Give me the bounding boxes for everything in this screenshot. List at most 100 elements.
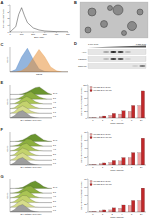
ridge-label: 0 h: [53, 115, 57, 117]
band: [96, 58, 102, 60]
y-tick-label: 1: [8, 24, 10, 26]
bar: [138, 200, 141, 212]
panel-letter: C: [1, 42, 4, 47]
x-tick-label: 4: [121, 166, 123, 168]
y-tick: [9, 5, 11, 6]
bar: [141, 91, 144, 118]
ridge-label: 0 h: [53, 209, 57, 211]
x-tick-label: 8: [131, 166, 133, 168]
y-axis-title: Count: [6, 98, 8, 104]
y-axis: [88, 132, 89, 165]
y-axis-title: Count: [6, 192, 8, 198]
blot-strip: [88, 64, 146, 69]
ridge-label: 4 h: [53, 101, 57, 103]
bar: [128, 205, 131, 212]
y-tick-label: 0: [86, 117, 88, 119]
y-tick: [87, 195, 89, 196]
y-tick: [87, 203, 89, 204]
y-axis: [10, 47, 11, 72]
y-tick: [87, 118, 89, 119]
y-tick: [87, 148, 89, 149]
vesicle: [88, 8, 96, 16]
band: [118, 58, 124, 60]
vesicle: [108, 6, 113, 11]
band: [132, 51, 138, 53]
y-axis-title: Count: [6, 145, 8, 151]
y-tick-label: 2: [8, 17, 10, 19]
y-tick-label: 60: [84, 97, 87, 99]
ridge-label: 2 h: [53, 153, 57, 155]
ridge: [10, 148, 52, 156]
plot-marks: [89, 91, 144, 118]
density-label: 1.069 g/ml: [88, 43, 99, 45]
x-tick-label: 24: [140, 213, 143, 215]
y-tick-label: 20: [84, 156, 87, 158]
panel-letter: F: [1, 127, 4, 132]
y-tick: [87, 165, 89, 166]
legend-label: HUVEC-EVs (10 μg): [93, 136, 112, 138]
ridge: [10, 139, 52, 146]
x-tick-label: 8: [131, 119, 133, 121]
y-tick: [87, 179, 89, 180]
y-axis: [10, 85, 11, 118]
y-tick-label: 80: [84, 90, 87, 92]
y-axis-title: Count: [6, 56, 8, 62]
x-tick-label: 2: [112, 166, 114, 168]
x-tick-label: 0: [92, 213, 94, 215]
band: [139, 65, 145, 67]
band: [125, 58, 131, 60]
y-tick-label: 40: [84, 147, 87, 149]
ridge-label: 4 h: [53, 148, 57, 150]
x-tick-label: 8: [131, 213, 133, 215]
band: [118, 51, 124, 53]
y-axis: [10, 179, 11, 212]
ridge: [10, 92, 52, 100]
bar: [109, 210, 112, 212]
band: [110, 51, 116, 53]
panel-letter: B: [74, 0, 77, 5]
bar: [141, 188, 144, 212]
x-tick-label: 4: [121, 119, 123, 121]
vesicle: [122, 31, 127, 36]
ridge: [10, 186, 52, 193]
ridge: [10, 204, 52, 212]
band: [89, 51, 95, 53]
ridge: [10, 106, 52, 114]
bar: [109, 115, 112, 118]
panel-letter: G: [1, 174, 4, 179]
y-axis-title: Particles (x10^8/ml): [2, 9, 4, 28]
panel-letter: D: [74, 41, 77, 46]
x-axis: [88, 118, 146, 119]
legend-label: HUVEC-EVs (2 μg): [93, 86, 111, 88]
legend-label: HUVEC-EVs (2 μg): [93, 133, 111, 135]
legend-label: HUVEC-EVs (10 μg): [93, 183, 112, 185]
legend-swatch: [90, 134, 92, 136]
y-tick: [9, 18, 11, 19]
ridge-label: 2 h: [53, 200, 57, 202]
band: [110, 58, 116, 60]
bar: [118, 161, 121, 165]
x-axis-title: EV uptake (PKH67): [21, 213, 42, 216]
plot-marks: [10, 181, 52, 212]
row-label: ALIX: [82, 51, 87, 53]
ridge: [10, 153, 52, 161]
band: [103, 65, 109, 67]
x-tick-label: 500: [66, 33, 70, 35]
x-tick-label: 1: [102, 119, 104, 121]
y-axis-title: EV uptake (% PKH67+ cells): [80, 134, 82, 162]
plot-marks: [89, 138, 144, 165]
plot-marks: [10, 8, 68, 32]
y-tick: [9, 32, 11, 33]
band: [96, 51, 102, 53]
x-tick-label: 0: [92, 166, 94, 168]
x-axis-title: Time (hours): [110, 122, 124, 125]
bar: [112, 160, 115, 165]
area: [10, 48, 68, 72]
y-tick: [87, 91, 89, 92]
band: [118, 65, 124, 67]
y-tick-label: 100: [83, 84, 87, 86]
vesicle: [137, 9, 143, 15]
x-tick-label: 4: [121, 213, 123, 215]
bar: [122, 205, 125, 212]
ridge: [10, 157, 52, 165]
